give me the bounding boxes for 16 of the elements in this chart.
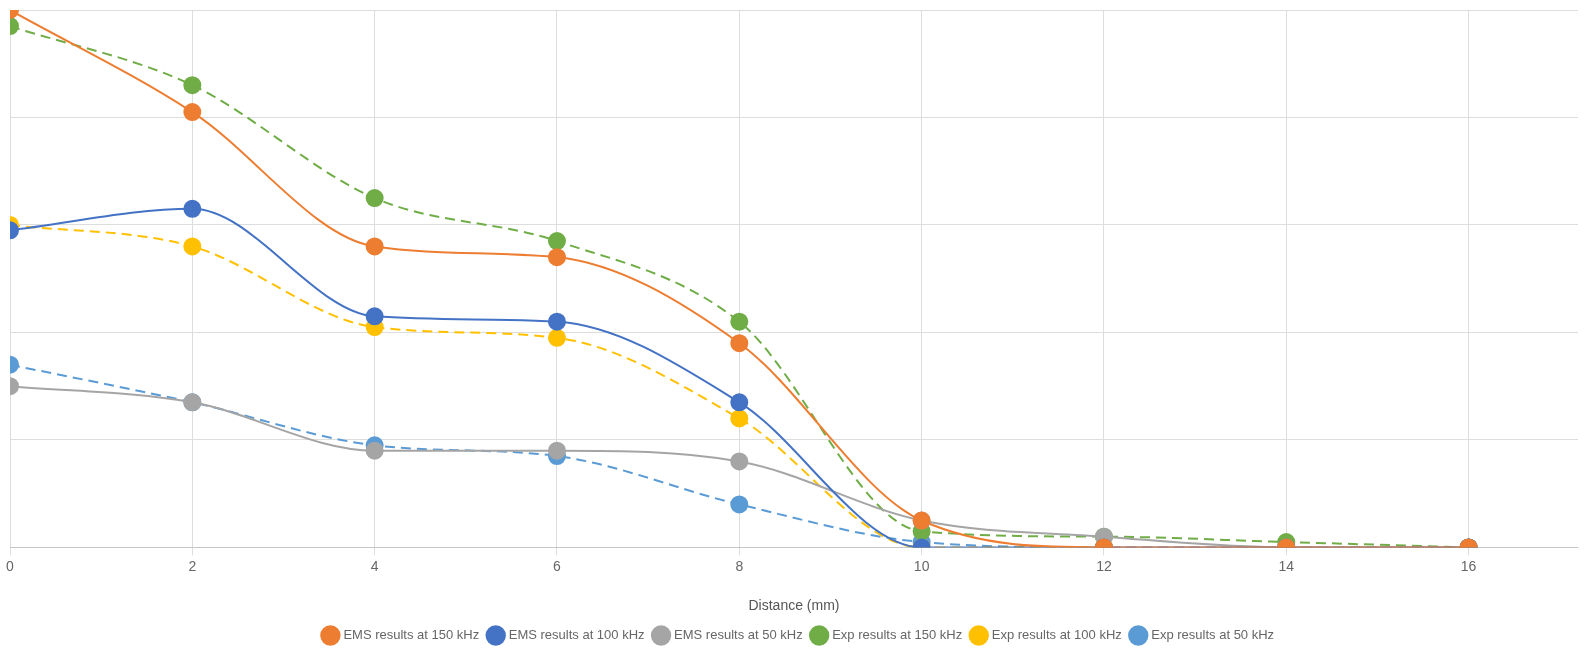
x-tick-label: 8 (735, 557, 744, 574)
legend-label: Exp results at 100 kHz (991, 627, 1122, 643)
legend-label: EMS results at 50 kHz (674, 627, 803, 643)
x-tick-label: 2 (188, 557, 197, 574)
legend-label: Exp results at 150 kHz (832, 627, 963, 643)
legend-label: Exp results at 50 kHz (1151, 627, 1275, 643)
x-tick-label: 4 (370, 557, 379, 574)
x-tick-label: 0 (6, 557, 15, 574)
x-axis-title: Distance (mm) (748, 597, 840, 614)
x-tick-label: 6 (553, 557, 562, 574)
x-tick-label: 12 (1096, 557, 1112, 574)
legend-label: EMS results at 100 kHz (508, 627, 645, 643)
legend-label: EMS results at 150 kHz (343, 627, 480, 643)
x-tick-label: 14 (1278, 557, 1295, 574)
x-tick-label: 10 (913, 557, 930, 574)
x-tick-label: 16 (1460, 557, 1477, 574)
